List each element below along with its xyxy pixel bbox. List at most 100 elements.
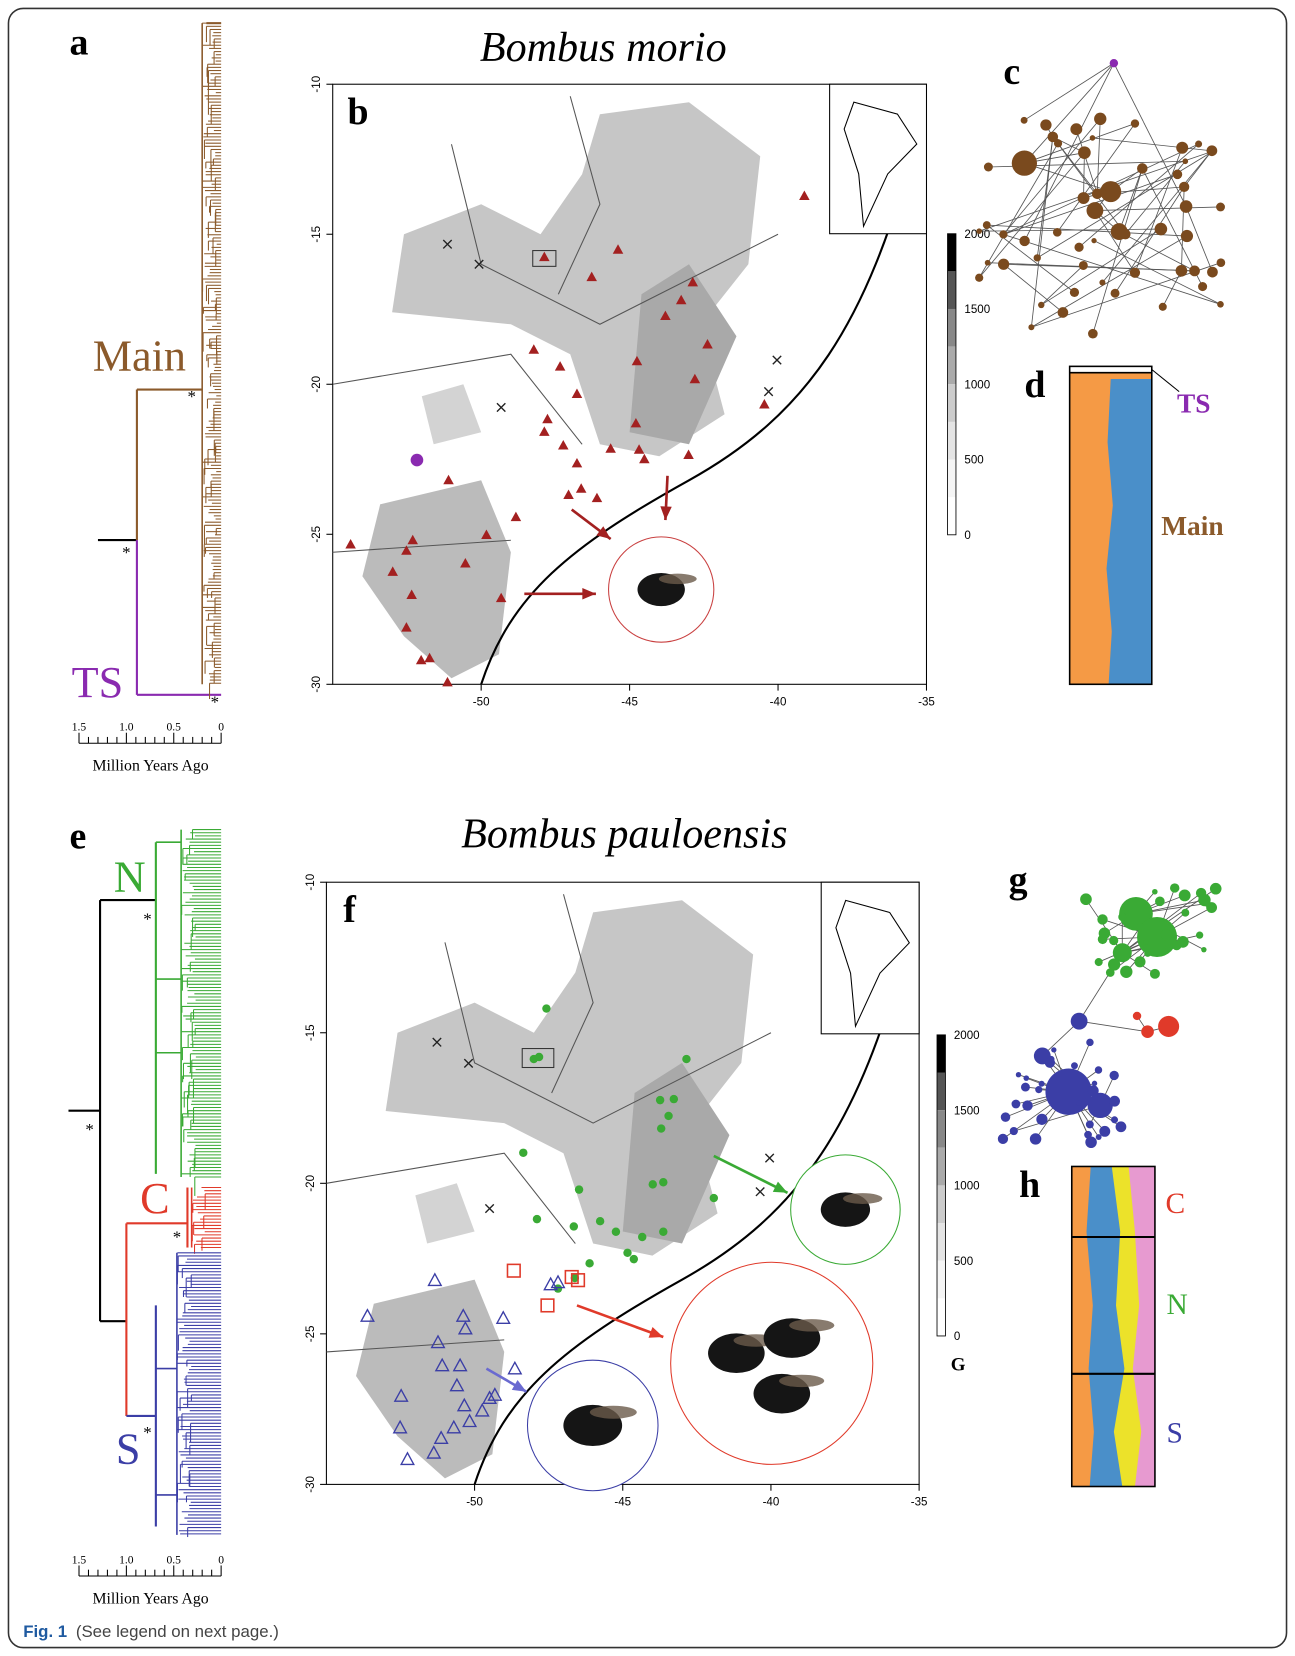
haplotype xyxy=(1216,258,1226,268)
edge xyxy=(1013,1105,1101,1132)
sample-s xyxy=(392,1419,408,1434)
edge xyxy=(1118,168,1143,232)
haplotype xyxy=(1105,968,1115,977)
tree xyxy=(68,829,222,1538)
sample xyxy=(799,190,810,201)
sample-s xyxy=(462,1413,478,1428)
tick-label: -10 xyxy=(305,874,317,891)
sample-s xyxy=(550,1274,566,1289)
haplotype xyxy=(1009,1126,1018,1136)
haplotype xyxy=(1099,1125,1111,1137)
tick-label: -15 xyxy=(311,226,323,243)
sample-n xyxy=(585,1259,594,1268)
group-label: C xyxy=(1165,1188,1185,1220)
scale-step xyxy=(947,421,956,460)
haplotype xyxy=(975,273,984,282)
sample-s xyxy=(359,1308,375,1322)
haplotype xyxy=(976,228,982,234)
group-label: S xyxy=(1167,1417,1183,1449)
edge xyxy=(1093,240,1221,305)
arrowhead xyxy=(648,1326,664,1338)
support: * xyxy=(122,543,130,562)
haplotype xyxy=(1120,965,1133,978)
absence xyxy=(442,239,453,249)
tick-label: 0.5 xyxy=(167,721,182,734)
absence xyxy=(772,355,782,365)
elevation xyxy=(362,480,511,679)
sample xyxy=(401,622,412,632)
absence xyxy=(432,1037,442,1047)
haplotype xyxy=(1195,140,1203,148)
edge xyxy=(1041,1020,1080,1057)
sample-ts xyxy=(410,453,424,467)
haplotype xyxy=(1028,324,1035,331)
haplotype xyxy=(983,162,993,172)
haplotype xyxy=(1047,131,1059,143)
locality-box xyxy=(532,250,557,267)
edge xyxy=(1031,235,1188,328)
haplotype xyxy=(1094,112,1107,126)
coastline xyxy=(473,942,909,1485)
haplotype xyxy=(1176,141,1189,154)
sample-s xyxy=(430,1334,446,1349)
absence xyxy=(496,402,506,413)
panel-label: d xyxy=(1024,364,1045,406)
sample-n xyxy=(655,1095,665,1105)
sample xyxy=(660,310,671,321)
haplotype xyxy=(982,221,991,230)
scale-label: 500 xyxy=(954,1256,973,1268)
haplotype xyxy=(1149,968,1160,979)
photo-frame xyxy=(670,1261,874,1465)
sample-c xyxy=(540,1298,555,1313)
haplotype xyxy=(1112,943,1132,963)
sample xyxy=(387,566,398,576)
sample xyxy=(631,355,643,366)
haplotype xyxy=(1181,908,1190,917)
scale-step xyxy=(947,497,956,535)
haplotype xyxy=(1182,158,1189,165)
edge xyxy=(979,228,1161,232)
haplotype xyxy=(1035,1086,1043,1094)
haplotype xyxy=(1094,958,1103,967)
haplotype xyxy=(1091,237,1097,244)
sample xyxy=(401,545,412,555)
bar-frame xyxy=(1070,1165,1156,1488)
haplotype xyxy=(1011,1099,1021,1109)
panel-label: h xyxy=(1019,1164,1040,1206)
sample-n xyxy=(669,1094,679,1104)
network xyxy=(975,58,1226,339)
sample-s xyxy=(433,1430,449,1445)
edge xyxy=(1094,206,1221,211)
haplotype xyxy=(1137,916,1178,957)
haplotype xyxy=(1178,889,1191,902)
sample-s xyxy=(400,1451,415,1466)
scale-frame xyxy=(936,1034,946,1337)
clade-label: Main xyxy=(93,332,186,381)
haplotype xyxy=(1111,1116,1119,1124)
sample xyxy=(633,444,645,454)
haplotype xyxy=(1076,1099,1082,1106)
haplotype xyxy=(1118,913,1127,921)
tick-label: 1.5 xyxy=(72,1553,87,1566)
sample-s xyxy=(449,1377,465,1392)
edge xyxy=(1075,129,1098,194)
panel-label: e xyxy=(70,816,87,858)
panel-d: d TS Main xyxy=(1024,364,1224,686)
edge xyxy=(1040,265,1084,306)
haplotype xyxy=(1078,260,1088,270)
clade-label: C xyxy=(140,1174,169,1223)
sample xyxy=(424,652,435,663)
sample-s xyxy=(434,1357,450,1372)
haplotype xyxy=(1053,139,1063,148)
elevation xyxy=(421,384,482,445)
caption-label: Fig. 1 xyxy=(23,1622,67,1641)
absence xyxy=(463,1058,474,1068)
elevation xyxy=(629,264,737,445)
edge xyxy=(1056,123,1136,233)
haplotype xyxy=(1097,914,1108,925)
haplotype xyxy=(1020,1082,1030,1092)
scale-step xyxy=(937,1223,946,1261)
sample-s xyxy=(456,1397,472,1412)
coastline xyxy=(480,143,916,685)
panel-label: b xyxy=(347,91,368,133)
